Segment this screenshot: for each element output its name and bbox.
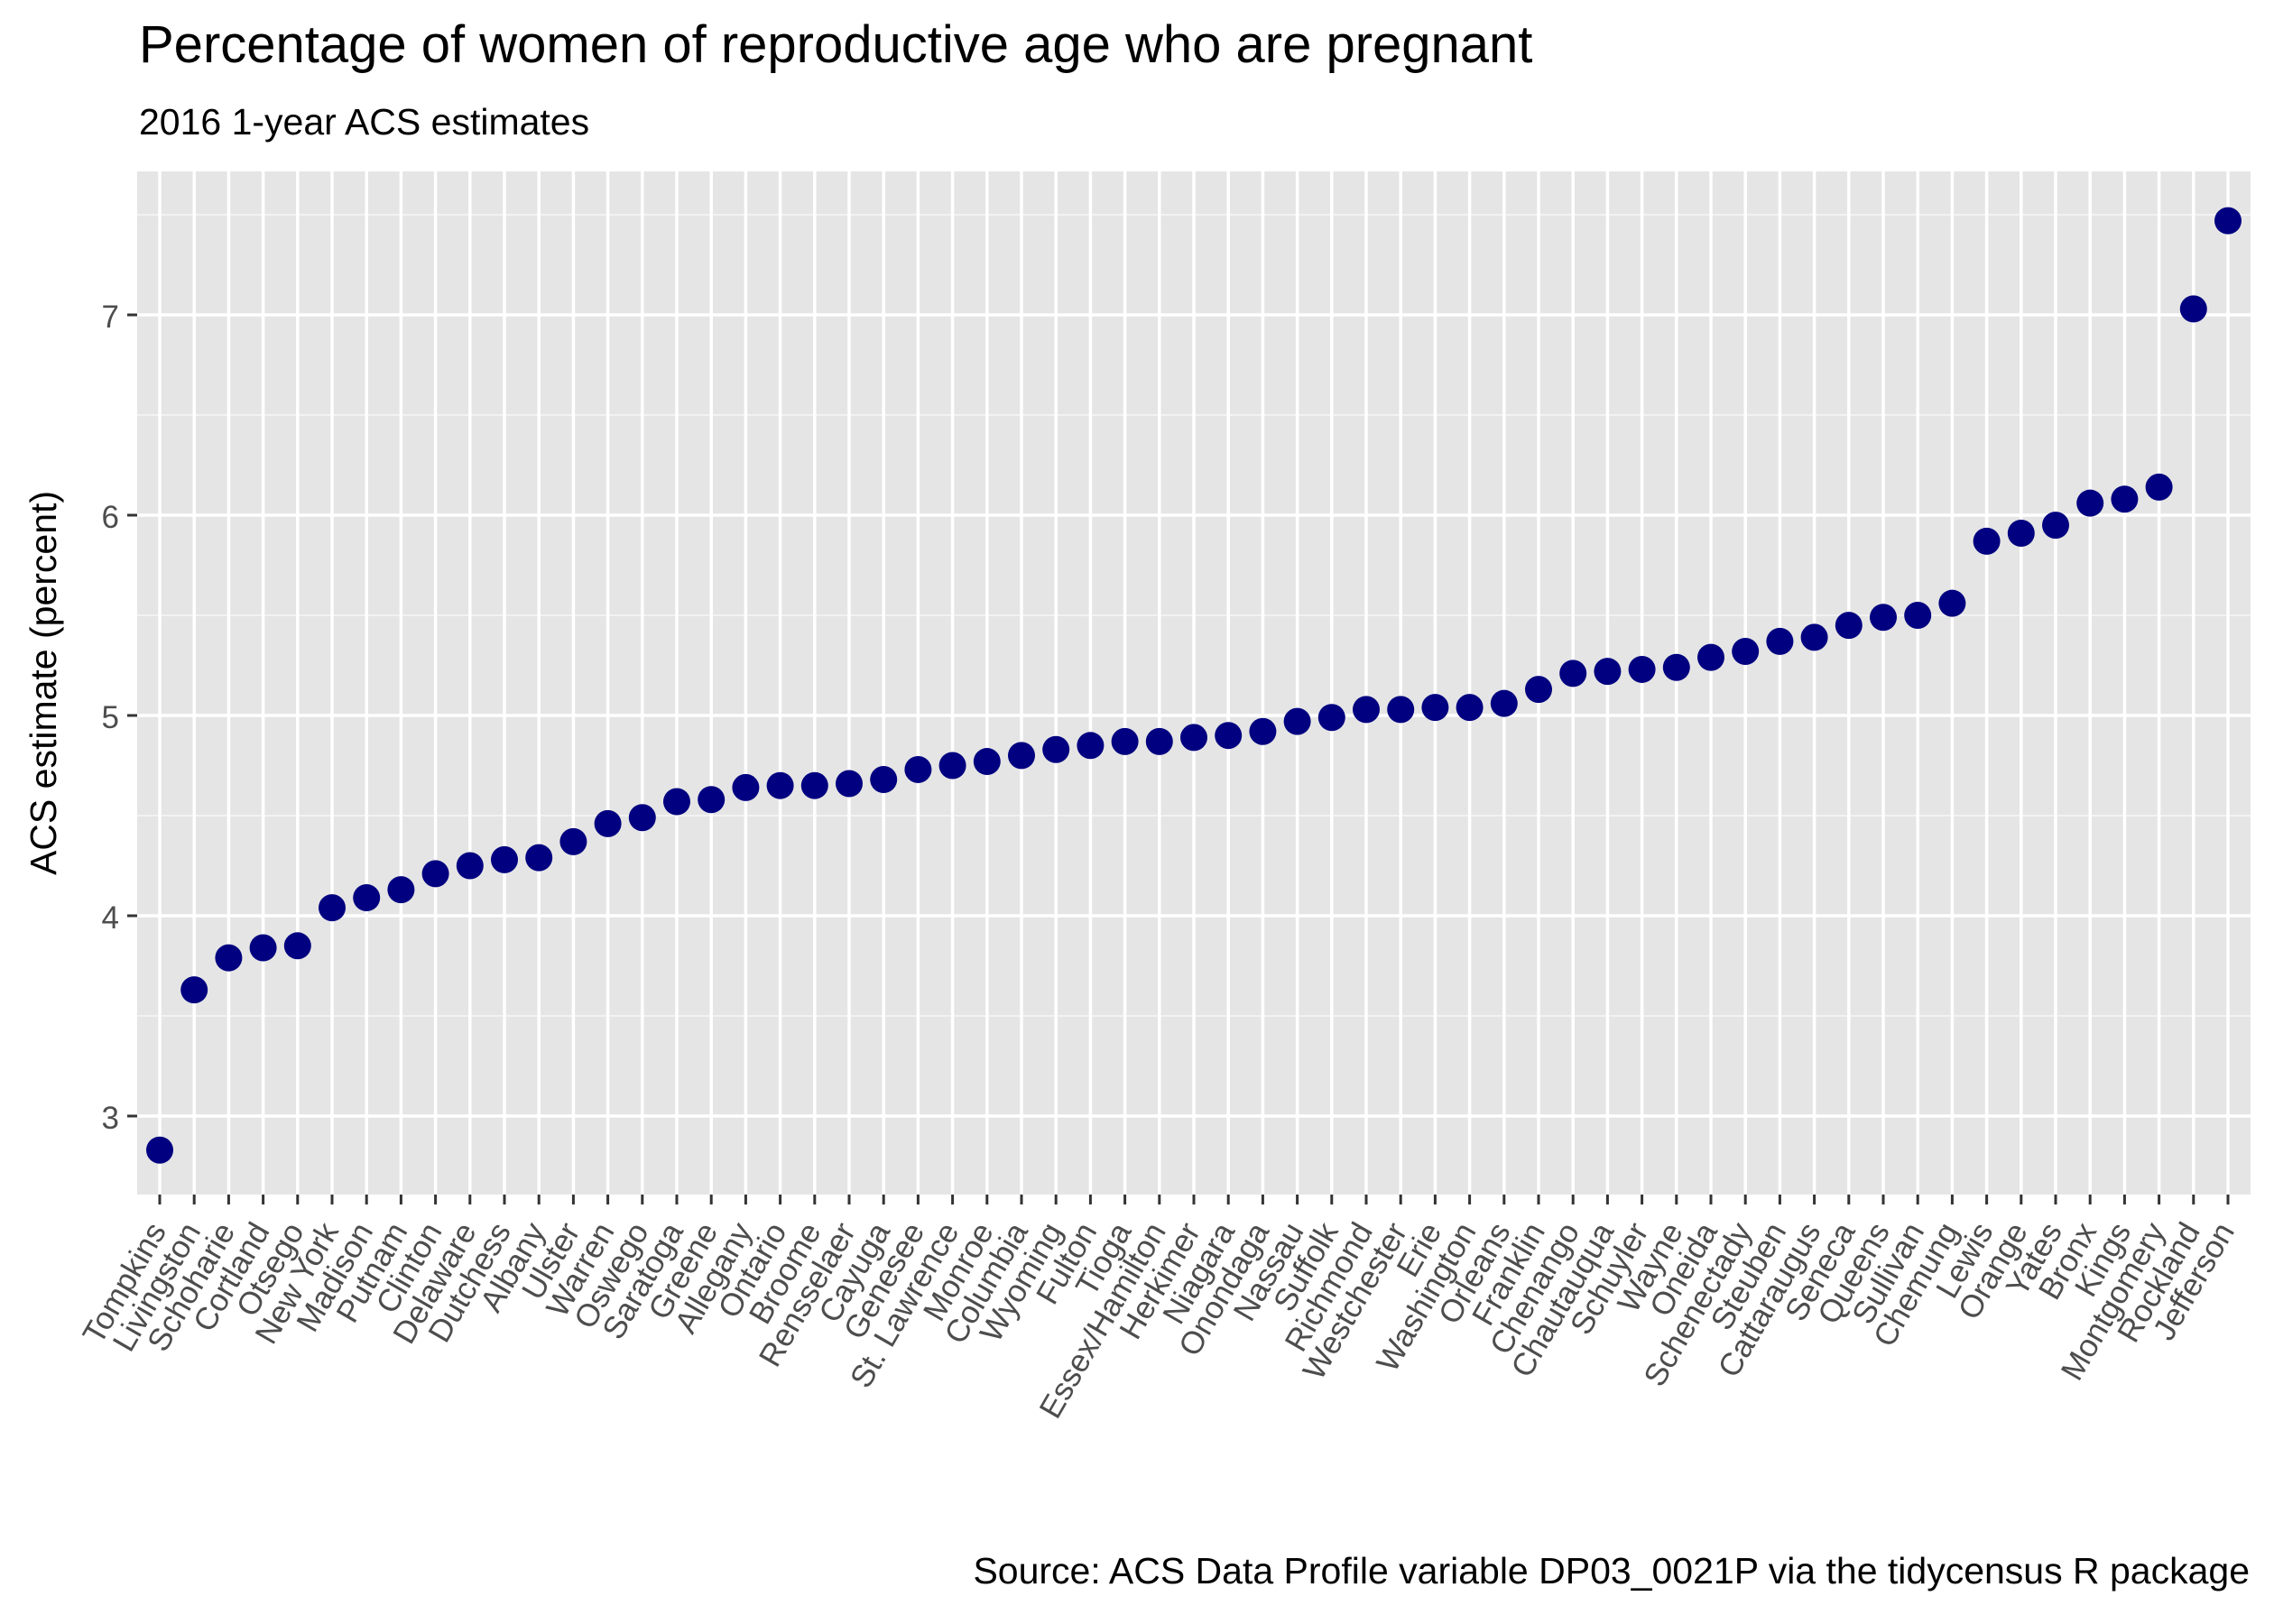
data-point bbox=[2111, 485, 2139, 513]
grid-major bbox=[137, 171, 2251, 1195]
y-tick-label: 5 bbox=[102, 700, 119, 735]
data-point bbox=[1283, 707, 1311, 735]
data-point bbox=[249, 934, 277, 962]
data-point bbox=[353, 884, 381, 912]
data-point bbox=[1800, 623, 1828, 651]
data-point bbox=[2042, 512, 2069, 540]
y-tick-label: 7 bbox=[102, 300, 119, 335]
data-point bbox=[1456, 694, 1484, 722]
y-tick-label: 6 bbox=[102, 500, 119, 535]
data-point bbox=[146, 1136, 173, 1164]
data-point bbox=[1870, 604, 1897, 632]
x-axis: TompkinsLivingstonSchoharieCortlandOtseg… bbox=[76, 1195, 2242, 1425]
data-point bbox=[1835, 612, 1863, 640]
data-point bbox=[1490, 689, 1518, 717]
data-point bbox=[870, 766, 898, 794]
data-point bbox=[319, 894, 346, 922]
data-point bbox=[628, 804, 656, 832]
data-point bbox=[1042, 735, 1070, 763]
data-point bbox=[1938, 589, 1966, 617]
data-point bbox=[1215, 722, 1243, 750]
chart-subtitle: 2016 1-year ACS estimates bbox=[139, 101, 590, 143]
data-point bbox=[180, 976, 208, 1004]
data-point bbox=[525, 844, 553, 872]
data-point bbox=[387, 876, 415, 904]
y-axis: 3 4 5 6 7 bbox=[102, 300, 137, 1136]
data-point bbox=[698, 786, 726, 814]
data-point bbox=[491, 845, 518, 873]
data-point bbox=[1421, 694, 1449, 722]
data-point bbox=[904, 755, 932, 783]
data-point bbox=[559, 827, 587, 855]
data-point bbox=[800, 771, 828, 799]
data-point bbox=[766, 771, 794, 799]
data-point bbox=[1904, 602, 1932, 629]
data-point bbox=[283, 932, 311, 960]
data-point bbox=[456, 852, 484, 880]
data-points bbox=[146, 207, 2242, 1164]
data-point bbox=[1111, 727, 1139, 755]
data-point bbox=[2179, 295, 2207, 323]
data-point bbox=[1317, 704, 1345, 732]
data-point bbox=[1662, 653, 1690, 681]
data-point bbox=[938, 752, 966, 780]
data-point bbox=[973, 748, 1001, 776]
data-point bbox=[2007, 519, 2035, 547]
chart-title: Percentage of women of reproductive age … bbox=[139, 15, 1533, 74]
data-point bbox=[1249, 717, 1277, 745]
data-point bbox=[1353, 696, 1380, 724]
data-point bbox=[1180, 724, 1207, 752]
chart-caption: Source: ACS Data Profile variable DP03_0… bbox=[973, 1550, 2250, 1592]
data-point bbox=[1594, 658, 1622, 686]
data-point bbox=[1732, 637, 1760, 665]
data-point bbox=[1697, 643, 1724, 671]
data-point bbox=[732, 773, 760, 801]
data-point bbox=[594, 809, 622, 837]
data-point bbox=[2214, 207, 2242, 235]
data-point bbox=[1387, 696, 1415, 724]
data-point bbox=[1525, 676, 1552, 704]
data-point bbox=[1008, 742, 1035, 770]
data-point bbox=[215, 944, 243, 972]
data-point bbox=[1628, 655, 1656, 683]
data-point bbox=[421, 860, 449, 888]
data-point bbox=[1973, 527, 2001, 555]
y-axis-label: ACS estimate (percent) bbox=[23, 491, 64, 875]
y-tick-label: 4 bbox=[102, 900, 119, 936]
data-point bbox=[1559, 660, 1587, 687]
data-point bbox=[2076, 489, 2104, 517]
data-point bbox=[1145, 727, 1173, 755]
data-point bbox=[1766, 627, 1794, 655]
data-point bbox=[836, 770, 863, 798]
data-point bbox=[2145, 473, 2173, 501]
data-point bbox=[1077, 732, 1105, 760]
y-tick-label: 3 bbox=[102, 1101, 119, 1136]
data-point bbox=[663, 788, 690, 816]
